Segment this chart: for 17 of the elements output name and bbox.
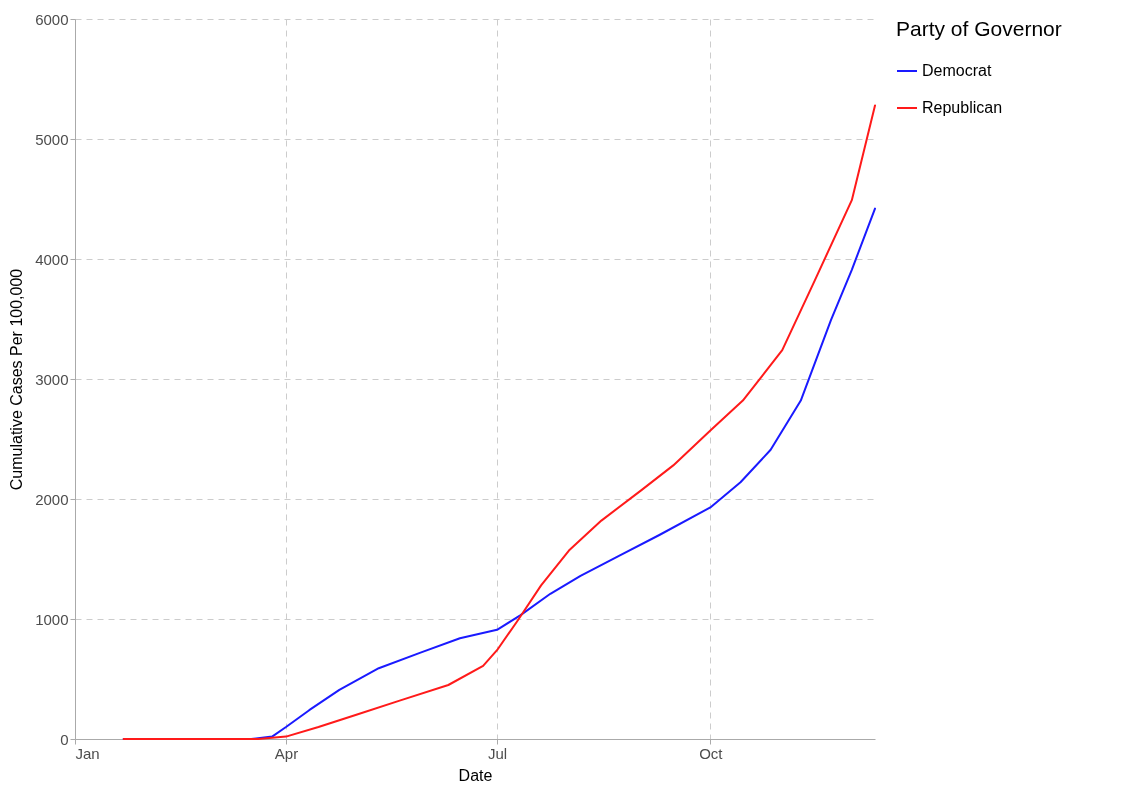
line-series xyxy=(122,104,876,740)
x-tick-label: Jan xyxy=(75,744,100,762)
legend-label: Republican xyxy=(922,99,1003,116)
x-tick-label: Jul xyxy=(487,744,508,762)
y-tick-label: 5000 xyxy=(35,130,69,148)
legend-title: Party of Governor xyxy=(896,17,1062,40)
y-tick-label: 6000 xyxy=(35,10,69,28)
y-tick-label: 3000 xyxy=(35,370,69,388)
x-axis-title: Date xyxy=(458,766,493,784)
y-tick-label: 0 xyxy=(60,730,69,748)
y-axis-title: Cumulative Cases Per 100,000 xyxy=(8,268,26,491)
x-tick-label: Apr xyxy=(274,744,299,762)
y-tick-label: 2000 xyxy=(35,490,69,508)
x-tick-label: Oct xyxy=(699,744,724,762)
legend-label: Democrat xyxy=(922,62,992,79)
y-tick-label: 1000 xyxy=(35,610,69,628)
y-tick-label: 4000 xyxy=(35,250,69,268)
